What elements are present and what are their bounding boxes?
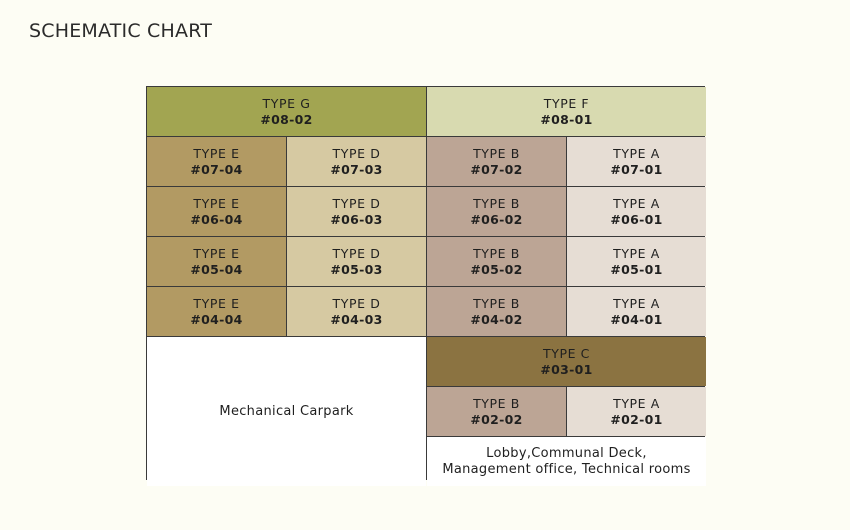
unit-type-label: TYPE B	[473, 245, 520, 261]
unit-number-label: #05-02	[470, 261, 523, 277]
schematic-grid: Mechanical Carpark Lobby,Communal Deck, …	[146, 86, 706, 486]
unit-number-label: #06-02	[470, 211, 523, 227]
unit-type-label: TYPE D	[332, 145, 381, 161]
unit-type-label: TYPE D	[332, 295, 381, 311]
unit-number-label: #05-03	[330, 261, 383, 277]
unit-cell: TYPE A #04-01	[567, 287, 706, 336]
unit-cell: TYPE B #05-02	[427, 237, 566, 286]
unit-type-label: TYPE E	[193, 295, 240, 311]
lobby-area: Lobby,Communal Deck, Management office, …	[427, 437, 706, 486]
unit-type-label: TYPE B	[473, 295, 520, 311]
unit-number-label: #08-01	[540, 111, 593, 127]
unit-cell: TYPE E #04-04	[147, 287, 286, 336]
unit-type-label: TYPE C	[542, 345, 590, 361]
unit-type-label: TYPE A	[613, 145, 660, 161]
unit-number-label: #04-01	[610, 311, 663, 327]
lobby-label-line2: Management office, Technical rooms	[442, 461, 691, 477]
unit-type-label: TYPE B	[473, 145, 520, 161]
unit-cell: TYPE B #02-02	[427, 387, 566, 436]
unit-cell: TYPE E #07-04	[147, 137, 286, 186]
unit-type-label: TYPE A	[613, 245, 660, 261]
unit-type-label: TYPE B	[473, 195, 520, 211]
unit-cell: TYPE D #07-03	[287, 137, 426, 186]
unit-number-label: #06-04	[190, 211, 243, 227]
unit-number-label: #02-01	[610, 411, 663, 427]
unit-type-label: TYPE E	[193, 195, 240, 211]
unit-number-label: #07-01	[610, 161, 663, 177]
unit-type-label: TYPE A	[613, 195, 660, 211]
unit-number-label: #05-04	[190, 261, 243, 277]
unit-number-label: #06-03	[330, 211, 383, 227]
unit-type-label: TYPE F	[543, 95, 590, 111]
unit-number-label: #04-03	[330, 311, 383, 327]
unit-type-label: TYPE E	[193, 145, 240, 161]
unit-cell: TYPE D #05-03	[287, 237, 426, 286]
unit-cell: TYPE E #05-04	[147, 237, 286, 286]
unit-cell: TYPE A #07-01	[567, 137, 706, 186]
unit-number-label: #07-02	[470, 161, 523, 177]
unit-number-label: #07-03	[330, 161, 383, 177]
unit-number-label: #08-02	[260, 111, 313, 127]
unit-number-label: #02-02	[470, 411, 523, 427]
unit-type-label: TYPE E	[193, 245, 240, 261]
unit-number-label: #04-02	[470, 311, 523, 327]
unit-cell: TYPE D #04-03	[287, 287, 426, 336]
carpark-label: Mechanical Carpark	[219, 403, 354, 419]
unit-number-label: #06-01	[610, 211, 663, 227]
unit-cell: TYPE F #08-01	[427, 87, 706, 136]
unit-cell: TYPE B #06-02	[427, 187, 566, 236]
unit-cell: TYPE B #07-02	[427, 137, 566, 186]
lobby-label-line1: Lobby,Communal Deck,	[486, 445, 647, 461]
unit-cell: TYPE C #03-01	[427, 337, 706, 386]
unit-number-label: #07-04	[190, 161, 243, 177]
page-title: SCHEMATIC CHART	[29, 20, 213, 42]
unit-type-label: TYPE D	[332, 245, 381, 261]
unit-type-label: TYPE A	[613, 295, 660, 311]
unit-cell: TYPE D #06-03	[287, 187, 426, 236]
unit-cell: TYPE A #02-01	[567, 387, 706, 436]
unit-type-label: TYPE A	[613, 395, 660, 411]
unit-cell: TYPE B #04-02	[427, 287, 566, 336]
unit-number-label: #04-04	[190, 311, 243, 327]
unit-cell: TYPE A #06-01	[567, 187, 706, 236]
unit-number-label: #05-01	[610, 261, 663, 277]
unit-type-label: TYPE B	[473, 395, 520, 411]
unit-type-label: TYPE D	[332, 195, 381, 211]
unit-cell: TYPE E #06-04	[147, 187, 286, 236]
unit-cell: TYPE G #08-02	[147, 87, 426, 136]
unit-type-label: TYPE G	[262, 95, 311, 111]
mechanical-carpark-area: Mechanical Carpark	[147, 337, 426, 486]
unit-cell: TYPE A #05-01	[567, 237, 706, 286]
unit-number-label: #03-01	[540, 361, 593, 377]
